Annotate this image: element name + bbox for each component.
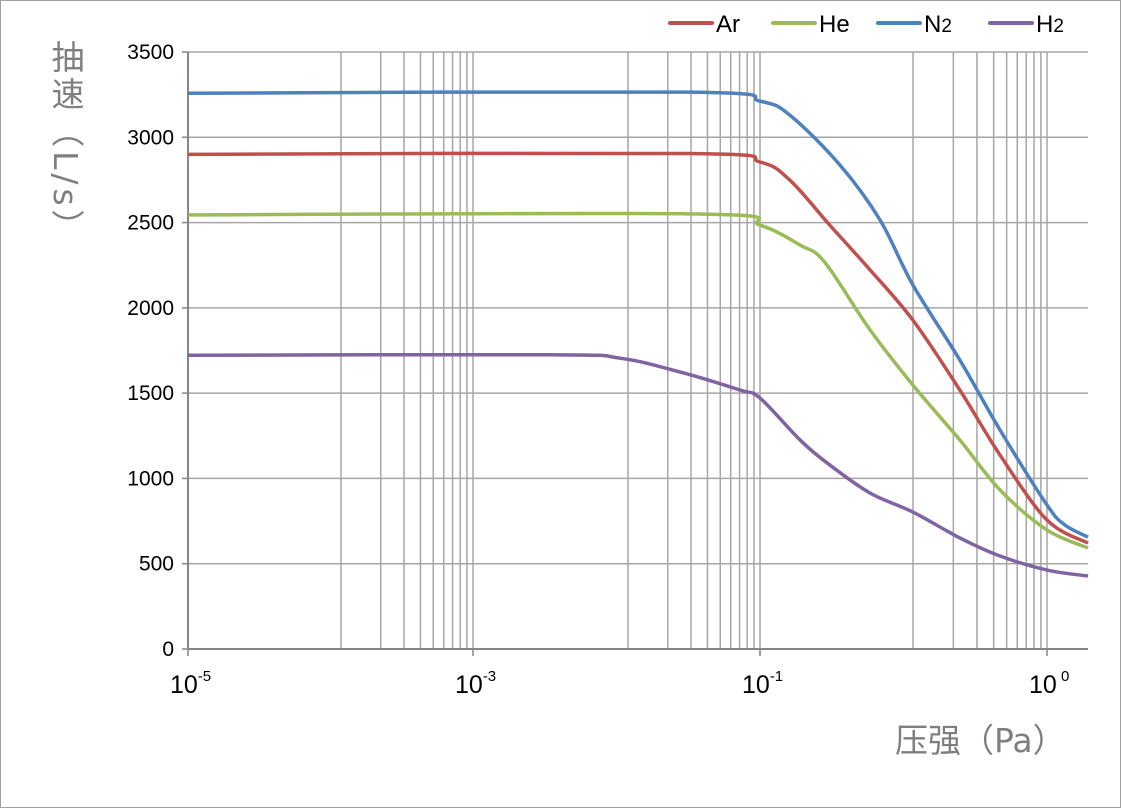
tick-exponent: 0 [1057, 668, 1070, 685]
series-line-he [187, 211, 1089, 550]
gridlines [188, 51, 1088, 649]
y-tick-label: 3000 [127, 126, 174, 149]
legend-label-ar: Ar [716, 11, 740, 38]
legend-label-main: Ar [716, 11, 740, 38]
tick-exponent: -1 [770, 668, 783, 685]
legend-label-main: He [819, 11, 850, 38]
legend-label-main: H [1036, 11, 1053, 38]
x-tick-label: 10 0 [1029, 668, 1069, 699]
tick-base: 10 [742, 671, 770, 699]
legend-label-he: He [819, 11, 850, 38]
y-tick-label: 500 [139, 553, 174, 576]
x-tick-label: 10-5 [170, 668, 211, 699]
legend-label-sub: 2 [941, 16, 952, 37]
legend: Ar He N2 H2 [668, 11, 1064, 38]
x-axis-title: 压强（Pa） [895, 721, 1066, 760]
legend-label-sub: 2 [1053, 16, 1064, 37]
tick-base: 10 [1029, 671, 1057, 699]
y-axis-title: 抽速（L/s） [46, 40, 85, 247]
y-tick-label: 0 [162, 638, 174, 661]
tick-base: 10 [170, 671, 198, 699]
y-tick-label: 2000 [127, 297, 174, 320]
legend-label-n2: N2 [924, 11, 952, 38]
series-lines [187, 89, 1089, 578]
legend-label-main: N [924, 11, 941, 38]
x-tick-label: 10-3 [455, 668, 496, 699]
y-tick-label: 1500 [127, 382, 174, 405]
tick-exponent: -3 [483, 668, 496, 685]
y-tick-label: 1000 [127, 467, 174, 490]
y-tick-label: 2500 [127, 212, 174, 235]
y-tick-label: 3500 [127, 41, 174, 64]
tick-exponent: -5 [198, 668, 211, 685]
tick-base: 10 [455, 671, 483, 699]
series-line-ar [187, 151, 1089, 545]
legend-label-h2: H2 [1036, 11, 1064, 38]
series-line-h2 [187, 352, 1089, 578]
x-tick-label: 10-1 [742, 668, 783, 699]
series-line-n2 [187, 89, 1089, 539]
